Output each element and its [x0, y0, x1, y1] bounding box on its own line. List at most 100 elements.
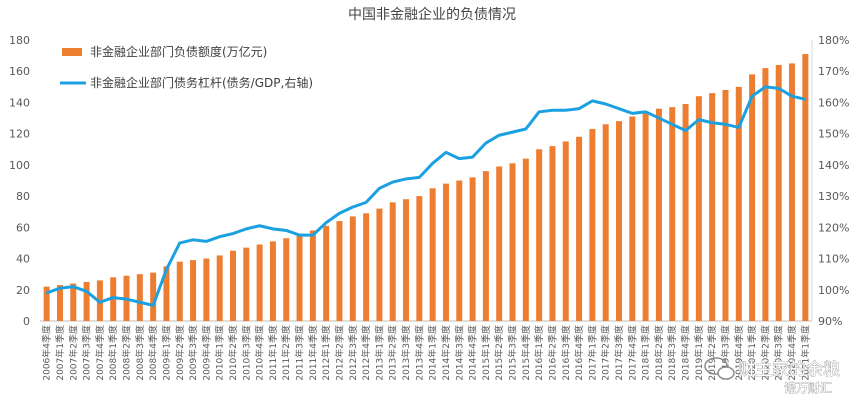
line-point: [791, 95, 793, 97]
x-tick-label: 2018年1季度: [640, 325, 652, 381]
bar: [136, 274, 143, 321]
line-point: [365, 201, 367, 204]
line-point: [378, 187, 381, 190]
x-tick-label: 2017年4季度: [626, 325, 638, 381]
bar: [695, 96, 702, 321]
bar: [70, 283, 77, 321]
bar: [469, 177, 476, 321]
bar: [482, 171, 489, 321]
x-tick-label: 2012年1季度: [320, 325, 332, 381]
y-left-tick-label: 60: [16, 221, 30, 234]
bar: [323, 225, 330, 321]
x-tick-label: 2011年4季度: [307, 325, 319, 381]
line-point: [165, 268, 168, 271]
y-left-tick-label: 80: [16, 190, 30, 203]
x-tick-label: 2017年1季度: [586, 325, 598, 381]
y-left-tick-label: 180: [9, 34, 30, 47]
line-point: [178, 242, 181, 244]
bar: [562, 141, 569, 321]
bar: [416, 196, 423, 321]
bar: [203, 258, 210, 321]
x-tick-label: 2007年3季度: [81, 325, 93, 381]
x-tick-label: 2012年3季度: [347, 325, 359, 381]
legend-swatch-bar: [62, 48, 82, 56]
line-point: [551, 109, 554, 112]
y-left-tick-label: 40: [16, 253, 30, 266]
x-tick-label: 2020年1季度: [746, 325, 758, 381]
x-tick-label: 2021年1季度: [799, 325, 811, 381]
legend-label-line: 非金融企业部门债务杠杆(债务/GDP,右轴): [90, 75, 313, 90]
x-tick-label: 2013年4季度: [413, 325, 425, 381]
line-point: [338, 212, 341, 215]
bar: [56, 285, 63, 321]
bar: [655, 108, 662, 321]
bar: [616, 121, 622, 321]
y-right-tick-label: 170%: [818, 65, 849, 78]
line-point: [604, 103, 607, 105]
legend-label-bar: 非金融企业部门负债额度(万亿元): [90, 44, 267, 59]
watermark-text-secondary: 诺万财汇: [784, 381, 832, 395]
line-point: [192, 239, 194, 241]
y-right-tick-label: 180%: [818, 34, 849, 47]
bar: [496, 166, 503, 321]
bar: [269, 241, 276, 321]
x-tick-label: 2008年1季度: [107, 325, 119, 381]
x-tick-label: 2013年3季度: [400, 325, 412, 381]
line-point: [737, 126, 740, 129]
bar: [456, 180, 463, 321]
watermark-text-primary: 财主家的余粮: [738, 360, 840, 380]
bar: [775, 64, 782, 321]
x-tick-label: 2019年1季度: [693, 325, 705, 381]
line-point: [112, 296, 115, 299]
right-axis-ticks: 90% 100% 110% 120% 130% 140% 150% 160% 170% 180%: [818, 34, 849, 328]
x-tick-label: 2009年3季度: [187, 325, 199, 381]
line-point: [644, 111, 647, 113]
line-point: [298, 234, 301, 236]
x-tick-label: 2009年4季度: [200, 325, 212, 381]
y-left-tick-label: 20: [16, 284, 30, 297]
bar: [789, 63, 796, 322]
bar: [536, 149, 543, 321]
line-point: [245, 228, 248, 230]
x-tick-label: 2017年2季度: [600, 325, 612, 381]
bar: [682, 104, 689, 321]
bar: [83, 281, 90, 321]
line-point: [351, 206, 354, 208]
y-right-tick-label: 160%: [818, 96, 849, 109]
line-point: [564, 109, 567, 112]
y-right-tick-label: 120%: [818, 221, 849, 234]
x-axis-ticks: 2006年4季度 2007年1季度 2007年2季度 2007年3季度 2007年4季度…: [41, 325, 812, 381]
line-point: [631, 112, 634, 115]
y-right-tick-label: 110%: [818, 253, 849, 266]
line-point: [764, 86, 767, 88]
line-point: [139, 301, 141, 304]
y-left-tick-label: 160: [9, 65, 30, 78]
y-left-tick-label: 0: [23, 315, 30, 328]
line-point: [684, 129, 687, 132]
line-point: [232, 232, 234, 235]
x-tick-label: 2018年3季度: [666, 325, 678, 381]
line-point: [751, 95, 753, 97]
bar: [389, 202, 396, 321]
x-tick-label: 2010年3季度: [240, 325, 252, 381]
x-tick-label: 2007年2季度: [67, 325, 79, 381]
line-point: [538, 111, 540, 113]
line-point: [45, 292, 48, 294]
line-point: [59, 287, 61, 290]
y-left-tick-label: 100: [9, 159, 30, 172]
y-right-tick-label: 100%: [818, 284, 849, 297]
bar: [363, 213, 370, 321]
x-tick-label: 2008年3季度: [134, 325, 146, 381]
line-point: [777, 87, 780, 90]
line-point: [125, 298, 128, 300]
x-tick-label: 2010年1季度: [214, 325, 226, 381]
bar: [403, 199, 410, 321]
line-point: [698, 118, 700, 121]
x-tick-label: 2020年2季度: [759, 325, 771, 381]
line-point: [205, 240, 208, 243]
line-point: [525, 128, 527, 130]
bar: [642, 113, 649, 321]
bar: [43, 286, 50, 321]
x-tick-label: 2017年3季度: [613, 325, 625, 381]
